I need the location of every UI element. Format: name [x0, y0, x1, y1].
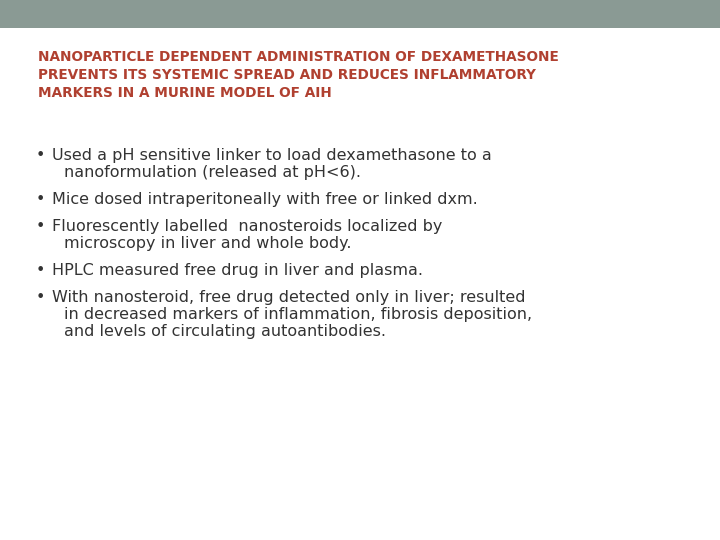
Text: NANOPARTICLE DEPENDENT ADMINISTRATION OF DEXAMETHASONE: NANOPARTICLE DEPENDENT ADMINISTRATION OF… [38, 50, 559, 64]
Text: and levels of circulating autoantibodies.: and levels of circulating autoantibodies… [64, 324, 386, 339]
Text: •: • [36, 148, 45, 163]
Text: in decreased markers of inflammation, fibrosis deposition,: in decreased markers of inflammation, fi… [64, 307, 532, 322]
Text: •: • [36, 192, 45, 207]
Text: HPLC measured free drug in liver and plasma.: HPLC measured free drug in liver and pla… [52, 263, 423, 278]
Text: microscopy in liver and whole body.: microscopy in liver and whole body. [64, 236, 351, 251]
Text: MARKERS IN A MURINE MODEL OF AIH: MARKERS IN A MURINE MODEL OF AIH [38, 86, 332, 100]
Text: •: • [36, 219, 45, 234]
Text: Mice dosed intraperitoneally with free or linked dxm.: Mice dosed intraperitoneally with free o… [52, 192, 478, 207]
Text: PREVENTS ITS SYSTEMIC SPREAD AND REDUCES INFLAMMATORY: PREVENTS ITS SYSTEMIC SPREAD AND REDUCES… [38, 68, 536, 82]
Text: •: • [36, 263, 45, 278]
Text: Fluorescently labelled  nanosteroids localized by: Fluorescently labelled nanosteroids loca… [52, 219, 442, 234]
Text: nanoformulation (released at pH<6).: nanoformulation (released at pH<6). [64, 165, 361, 180]
Text: With nanosteroid, free drug detected only in liver; resulted: With nanosteroid, free drug detected onl… [52, 290, 526, 305]
Text: Used a pH sensitive linker to load dexamethasone to a: Used a pH sensitive linker to load dexam… [52, 148, 492, 163]
Text: •: • [36, 290, 45, 305]
Bar [0, 0, 720, 28]
